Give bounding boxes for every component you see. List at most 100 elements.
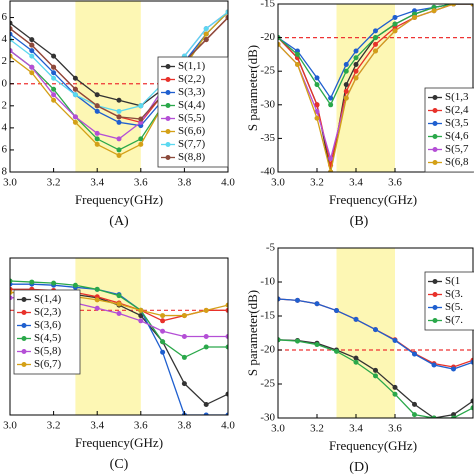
legend-marker bbox=[432, 147, 438, 152]
legend-label: S(8,8) bbox=[178, 151, 206, 163]
y-tick-label: 4 bbox=[2, 121, 8, 133]
data-point bbox=[10, 295, 13, 301]
highlight-band bbox=[75, 258, 141, 415]
data-point bbox=[314, 115, 320, 121]
legend-marker bbox=[432, 134, 438, 139]
legend-label: S(6,6) bbox=[178, 125, 206, 137]
chart-panel: 3.0 3.2 3.4 3.6 3.8 4.0 Frequency(GHz) (C) S(1,4… bbox=[3, 257, 235, 472]
data-point bbox=[343, 61, 349, 67]
data-point bbox=[373, 327, 378, 333]
legend-marker bbox=[21, 323, 27, 328]
data-point bbox=[94, 108, 100, 114]
data-point bbox=[29, 42, 35, 48]
data-point bbox=[10, 48, 13, 54]
legend-label: S(7,7) bbox=[178, 138, 206, 150]
data-point bbox=[72, 75, 78, 81]
data-point bbox=[72, 114, 78, 120]
legend-label: S(2,2) bbox=[178, 73, 206, 85]
legend-label: S(3,3) bbox=[178, 86, 206, 98]
data-point bbox=[10, 20, 13, 26]
data-point bbox=[451, 415, 456, 418]
legend-box bbox=[424, 87, 474, 173]
x-tick-label: 3.6 bbox=[388, 423, 402, 435]
data-point bbox=[138, 141, 144, 147]
data-point bbox=[353, 61, 359, 67]
y-tick-label: 2 bbox=[2, 99, 8, 111]
data-point bbox=[392, 384, 398, 390]
data-point bbox=[353, 359, 359, 365]
data-point bbox=[470, 405, 473, 411]
data-point bbox=[343, 88, 349, 94]
data-point bbox=[51, 92, 57, 98]
data-point bbox=[181, 381, 187, 387]
legend: S(1,3S(2,4S(3,5S(4,6S(5,7S(6,8 bbox=[424, 87, 474, 173]
data-point bbox=[160, 313, 166, 319]
data-point bbox=[373, 48, 378, 54]
data-point bbox=[314, 109, 320, 115]
data-point bbox=[94, 92, 100, 98]
data-point bbox=[116, 301, 122, 307]
legend-marker bbox=[432, 279, 438, 284]
legend-label: S(2,4 bbox=[445, 104, 469, 116]
legend: S(1,4)S(2,3)S(3,6)S(4,5)S(5,8)S(6,7) bbox=[13, 289, 81, 375]
plot-frame bbox=[9, 257, 229, 416]
data-point bbox=[51, 64, 57, 70]
data-point bbox=[116, 147, 122, 153]
data-point bbox=[10, 53, 13, 59]
legend-marker bbox=[432, 292, 438, 297]
chart-panel: 3.0 3.2 3.4 3.6 -30 -25 -20 -15 -10 -5 Frequency(G… bbox=[245, 242, 474, 474]
data-point bbox=[138, 136, 144, 142]
y-axis-label: S parameter(dB) bbox=[245, 45, 260, 131]
data-point bbox=[295, 61, 300, 67]
data-point bbox=[392, 28, 398, 34]
data-point bbox=[225, 307, 228, 313]
data-point bbox=[203, 26, 209, 32]
data-point bbox=[29, 48, 35, 54]
data-point bbox=[116, 97, 122, 103]
legend: S(1,1)S(2,2)S(3,3)S(4,4)S(5,5)S(6,6)S(7,… bbox=[157, 56, 229, 168]
data-point bbox=[116, 136, 122, 142]
data-point bbox=[328, 102, 334, 108]
data-point bbox=[138, 307, 144, 313]
x-tick-label: 3.4 bbox=[349, 423, 363, 435]
data-point bbox=[116, 293, 122, 299]
data-point bbox=[353, 68, 359, 74]
data-point bbox=[10, 26, 13, 32]
data-point bbox=[51, 86, 57, 92]
data-point bbox=[29, 64, 35, 70]
y-tick-label: -40 bbox=[260, 166, 275, 178]
legend-marker bbox=[165, 142, 171, 147]
data-point bbox=[314, 342, 320, 348]
data-point bbox=[412, 412, 417, 418]
data-point bbox=[353, 355, 359, 361]
data-point bbox=[225, 302, 228, 308]
data-point bbox=[10, 31, 13, 37]
data-point bbox=[94, 297, 100, 303]
data-point bbox=[353, 55, 359, 61]
highlight-band bbox=[336, 248, 395, 418]
data-point bbox=[470, 398, 473, 404]
data-point bbox=[29, 70, 35, 76]
data-point bbox=[51, 53, 57, 59]
y-tick-label: -10 bbox=[260, 276, 275, 288]
legend-marker bbox=[432, 160, 438, 165]
legend-marker bbox=[432, 121, 438, 126]
legend-marker bbox=[165, 64, 171, 69]
legend-label: S(3,5 bbox=[445, 117, 469, 129]
data-point bbox=[451, 4, 456, 7]
data-point bbox=[225, 412, 228, 415]
data-point bbox=[278, 296, 281, 302]
data-point bbox=[225, 15, 228, 21]
legend-marker bbox=[165, 155, 171, 160]
data-point bbox=[225, 391, 228, 397]
data-point bbox=[51, 75, 57, 81]
data-point bbox=[94, 286, 100, 292]
plot-area bbox=[278, 4, 473, 172]
plot-area bbox=[278, 248, 473, 418]
data-point bbox=[295, 51, 300, 57]
data-point bbox=[51, 97, 57, 103]
data-point bbox=[116, 114, 122, 120]
x-tick-label: 3.6 bbox=[134, 420, 148, 432]
data-point bbox=[392, 337, 398, 343]
data-point bbox=[72, 282, 78, 288]
